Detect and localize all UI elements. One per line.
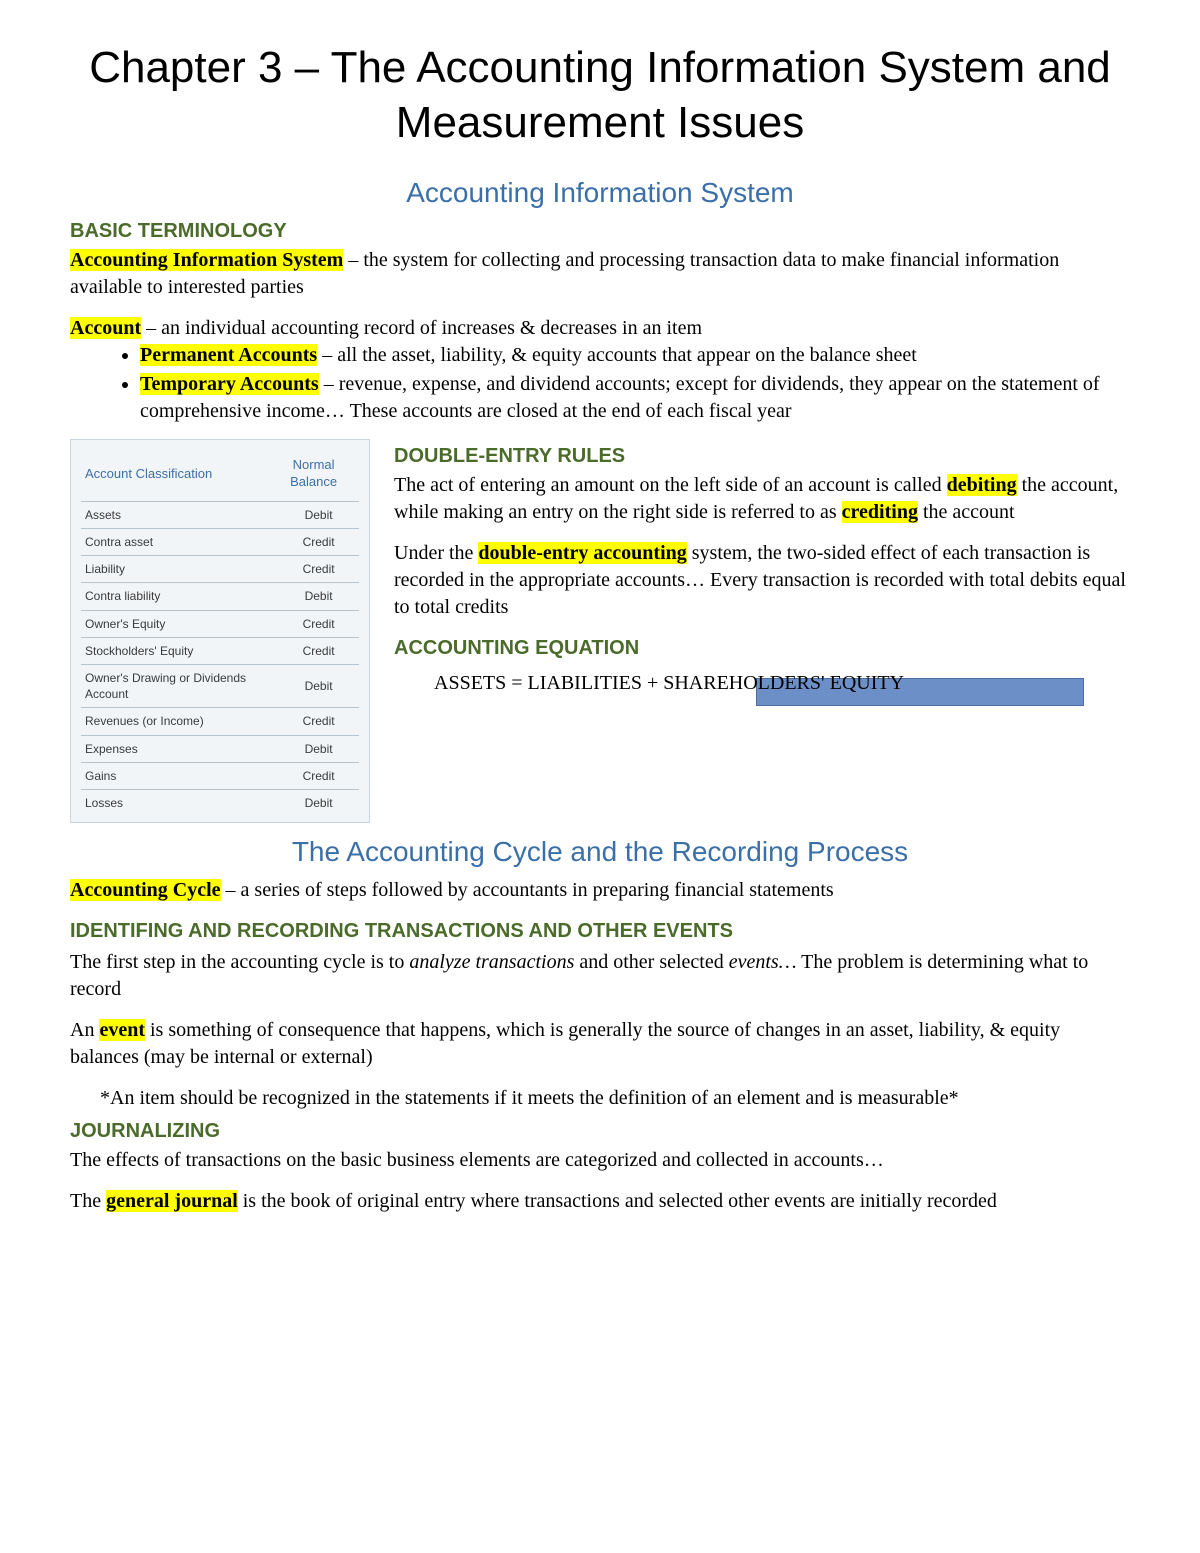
table-row: LiabilityCredit bbox=[81, 556, 359, 583]
cell-classification: Owner's Drawing or Dividends Account bbox=[81, 665, 268, 708]
table-row: LossesDebit bbox=[81, 789, 359, 816]
table-row: Owner's Drawing or Dividends AccountDebi… bbox=[81, 665, 359, 708]
table-header-classification: Account Classification bbox=[81, 450, 268, 502]
list-item: Permanent Accounts – all the asset, liab… bbox=[140, 342, 1130, 369]
cell-classification: Contra asset bbox=[81, 529, 268, 556]
heading-basic-terminology: BASIC TERMINOLOGY bbox=[70, 218, 1130, 245]
para-event: An event is something of consequence tha… bbox=[70, 1017, 1130, 1071]
cell-balance: Credit bbox=[268, 529, 359, 556]
table-row: Owner's EquityCredit bbox=[81, 610, 359, 637]
table-row: ExpensesDebit bbox=[81, 735, 359, 762]
account-classification-table: Account Classification Normal Balance As… bbox=[70, 439, 370, 823]
term-crediting: crediting bbox=[842, 501, 918, 523]
section-title-cycle: The Accounting Cycle and the Recording P… bbox=[70, 833, 1130, 871]
def-accounting-cycle: – a series of steps followed by accounta… bbox=[221, 879, 834, 901]
chapter-title: Chapter 3 – The Accounting Information S… bbox=[70, 40, 1130, 150]
para-debit-credit: The act of entering an amount on the lef… bbox=[394, 472, 1130, 526]
cell-balance: Debit bbox=[268, 665, 359, 708]
table-row: Contra liabilityDebit bbox=[81, 583, 359, 610]
para-account-term: Account – an individual accounting recor… bbox=[70, 315, 1130, 342]
term-ais: Accounting Information System bbox=[70, 249, 343, 271]
cell-classification: Gains bbox=[81, 762, 268, 789]
table-row: GainsCredit bbox=[81, 762, 359, 789]
text: Under the bbox=[394, 542, 478, 564]
cell-classification: Expenses bbox=[81, 735, 268, 762]
para-general-journal: The general journal is the book of origi… bbox=[70, 1188, 1130, 1215]
def-permanent: – all the asset, liability, & equity acc… bbox=[317, 344, 917, 366]
table-row: AssetsDebit bbox=[81, 501, 359, 528]
term-account: Account bbox=[70, 317, 141, 339]
term-accounting-cycle: Accounting Cycle bbox=[70, 879, 221, 901]
equation-text: ASSETS = LIABILITIES + SHAREHOLDERS' EQU… bbox=[434, 670, 904, 697]
term-event: event bbox=[99, 1019, 145, 1041]
cell-classification: Owner's Equity bbox=[81, 610, 268, 637]
text: The bbox=[70, 1190, 106, 1212]
text: is something of consequence that happens… bbox=[70, 1019, 1060, 1068]
term-temporary-accounts: Temporary Accounts bbox=[140, 373, 319, 395]
para-journalizing: The effects of transactions on the basic… bbox=[70, 1147, 1130, 1174]
accounting-equation: ASSETS = LIABILITIES + SHAREHOLDERS' EQU… bbox=[434, 670, 1130, 710]
term-permanent-accounts: Permanent Accounts bbox=[140, 344, 317, 366]
para-double-entry-system: Under the double-entry accounting system… bbox=[394, 540, 1130, 621]
term-double-entry-accounting: double-entry accounting bbox=[478, 542, 686, 564]
para-first-step: The first step in the accounting cycle i… bbox=[70, 949, 1130, 1003]
cell-classification: Contra liability bbox=[81, 583, 268, 610]
text: An bbox=[70, 1019, 99, 1041]
cell-balance: Credit bbox=[268, 708, 359, 735]
account-types-list: Permanent Accounts – all the asset, liab… bbox=[140, 342, 1130, 425]
heading-accounting-equation: ACCOUNTING EQUATION bbox=[394, 635, 1130, 662]
section-title-ais: Accounting Information System bbox=[70, 174, 1130, 212]
text: the account bbox=[918, 501, 1015, 523]
table-row: Contra assetCredit bbox=[81, 529, 359, 556]
term-debiting: debiting bbox=[947, 474, 1017, 496]
cell-classification: Revenues (or Income) bbox=[81, 708, 268, 735]
table-header-normal-balance: Normal Balance bbox=[268, 450, 359, 502]
cell-balance: Credit bbox=[268, 637, 359, 664]
text: and other selected bbox=[574, 951, 728, 973]
em-analyze-transactions: analyze transactions bbox=[409, 951, 574, 973]
recognition-note: *An item should be recognized in the sta… bbox=[100, 1085, 1130, 1112]
cell-balance: Debit bbox=[268, 583, 359, 610]
cell-balance: Credit bbox=[268, 610, 359, 637]
heading-double-entry: DOUBLE-ENTRY RULES bbox=[394, 443, 1130, 470]
text: is the book of original entry where tran… bbox=[238, 1190, 997, 1212]
cell-classification: Assets bbox=[81, 501, 268, 528]
heading-identifying: IDENTIFING AND RECORDING TRANSACTIONS AN… bbox=[70, 918, 1130, 945]
cell-balance: Credit bbox=[268, 556, 359, 583]
text: The act of entering an amount on the lef… bbox=[394, 474, 947, 496]
cell-classification: Stockholders' Equity bbox=[81, 637, 268, 664]
cell-balance: Debit bbox=[268, 501, 359, 528]
em-events: events… bbox=[729, 951, 797, 973]
heading-journalizing: JOURNALIZING bbox=[70, 1118, 1130, 1145]
term-general-journal: general journal bbox=[106, 1190, 238, 1212]
cell-balance: Credit bbox=[268, 762, 359, 789]
cell-balance: Debit bbox=[268, 789, 359, 816]
def-account: – an individual accounting record of inc… bbox=[141, 317, 702, 339]
cell-balance: Debit bbox=[268, 735, 359, 762]
table-row: Revenues (or Income)Credit bbox=[81, 708, 359, 735]
cell-classification: Liability bbox=[81, 556, 268, 583]
table-row: Stockholders' EquityCredit bbox=[81, 637, 359, 664]
para-accounting-cycle: Accounting Cycle – a series of steps fol… bbox=[70, 877, 1130, 904]
cell-classification: Losses bbox=[81, 789, 268, 816]
para-ais-definition: Accounting Information System – the syst… bbox=[70, 247, 1130, 301]
text: The first step in the accounting cycle i… bbox=[70, 951, 409, 973]
list-item: Temporary Accounts – revenue, expense, a… bbox=[140, 371, 1130, 425]
